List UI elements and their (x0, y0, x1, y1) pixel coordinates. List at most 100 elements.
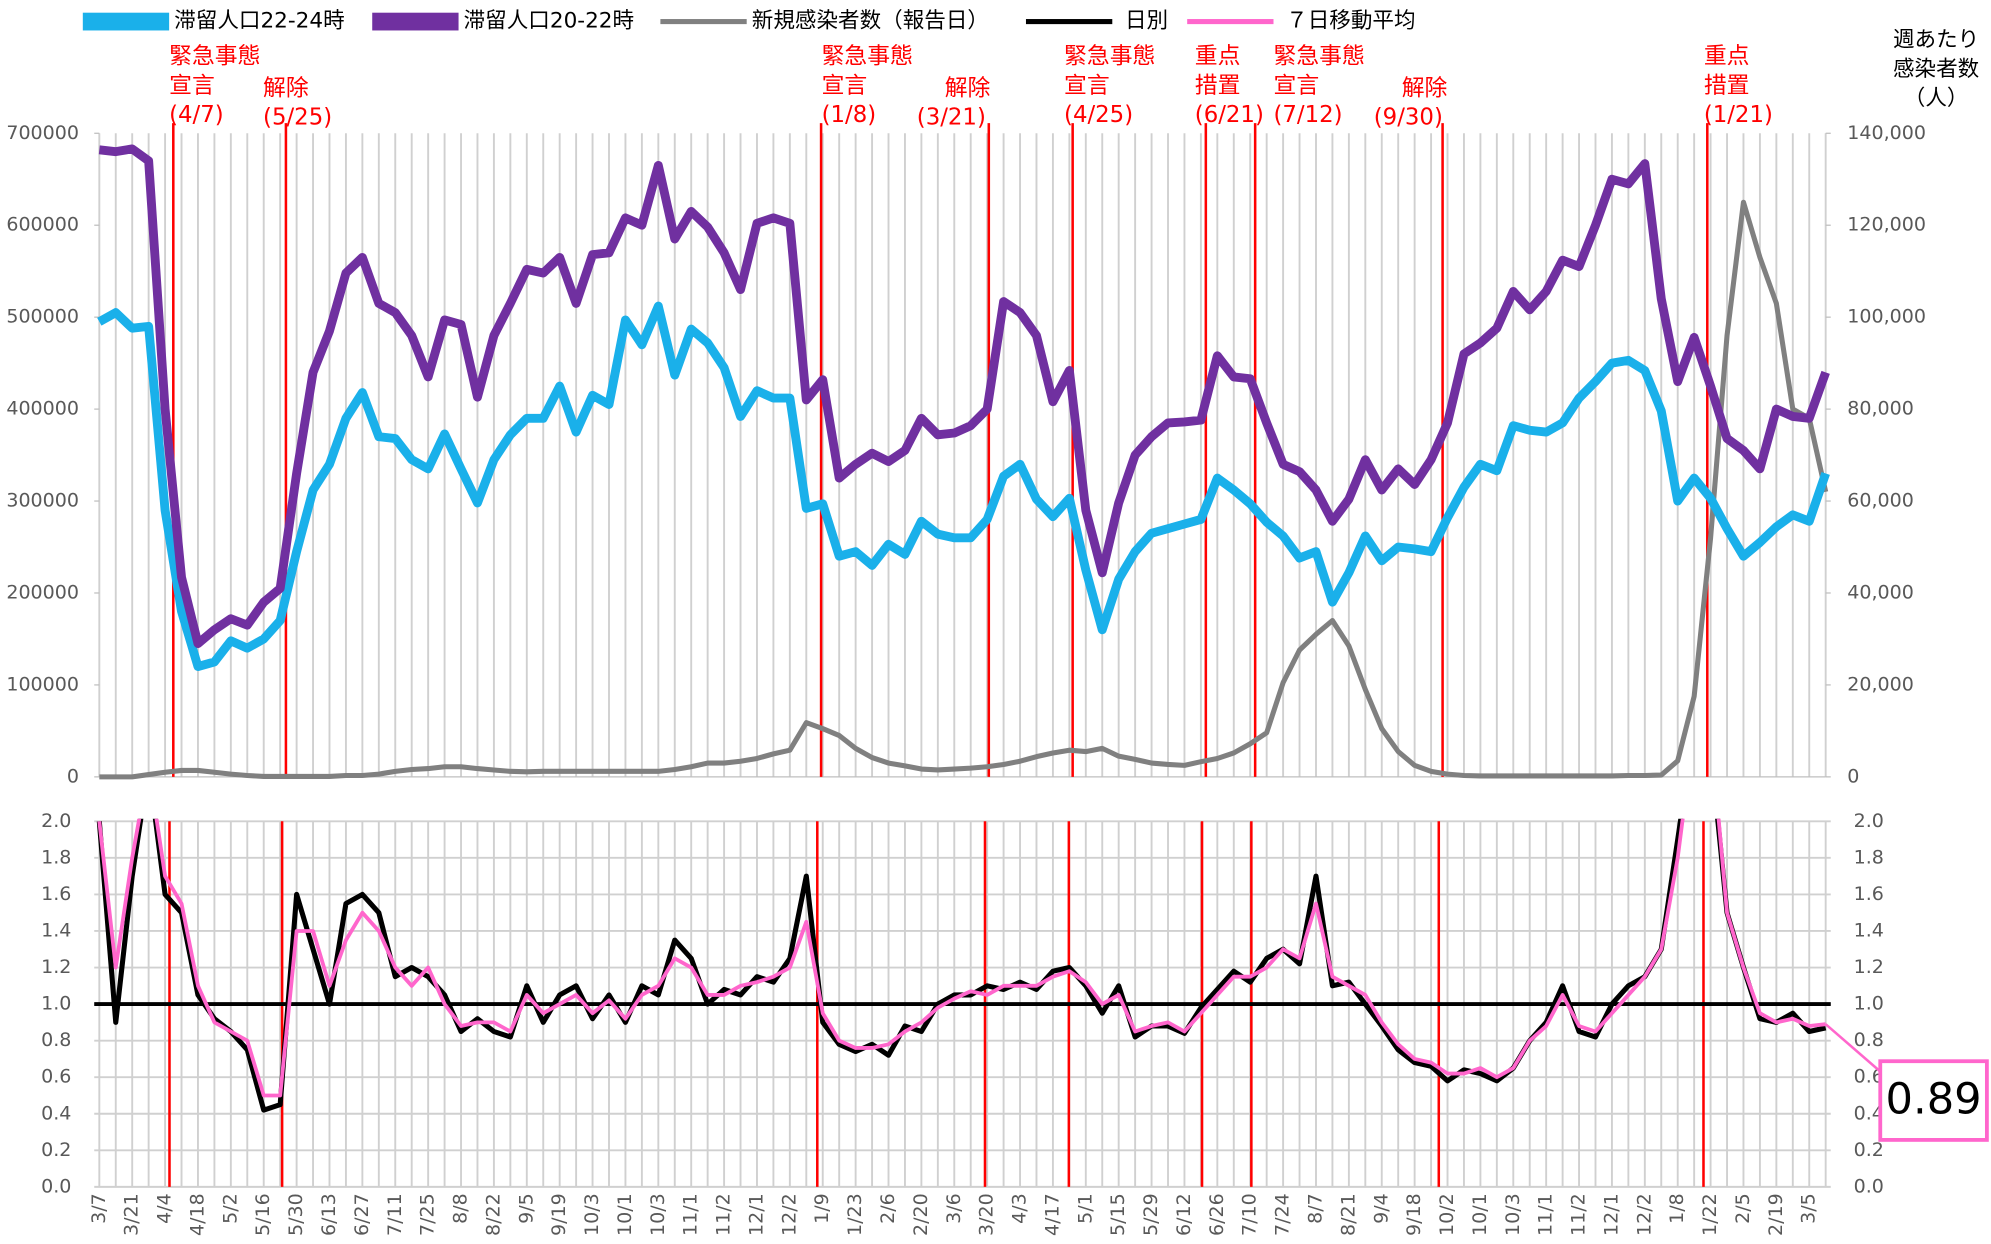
x-tick-label: 5/15 (1107, 1193, 1129, 1236)
x-tick-label: 5/2 (219, 1193, 241, 1224)
x-tick-label: 7/24 (1272, 1193, 1294, 1236)
x-tick-label: 12/1 (1600, 1193, 1622, 1236)
x-tick-label: 12/1 (745, 1193, 767, 1236)
annotation: 重点 (1195, 44, 1241, 70)
annotation: (4/7) (169, 102, 224, 128)
y2-tick-label: 80,000 (1847, 398, 1914, 420)
legend-label: 滞留人口22-24時 (174, 9, 344, 34)
x-tick-label: 4/18 (186, 1193, 208, 1236)
x-tick-label: 8/22 (482, 1193, 504, 1236)
y2-tick-label: 2.0 (1854, 810, 1884, 832)
series-line (98, 144, 1830, 648)
annotation: (1/21) (1704, 102, 1773, 128)
annotation: (9/30) (1374, 105, 1443, 131)
annotation: 解除 (1402, 75, 1448, 101)
x-tick-label: 4/4 (154, 1193, 176, 1224)
y-tick-label: 1.6 (41, 883, 71, 905)
annotation: 措置 (1195, 73, 1241, 99)
x-tick-label: 8/8 (450, 1193, 472, 1224)
x-tick-label: 7/25 (417, 1193, 439, 1236)
x-tick-label: 10/2 (1436, 1193, 1458, 1236)
y2-tick-label: 0 (1847, 765, 1859, 787)
x-tick-label: 1/8 (1666, 1193, 1688, 1224)
annotation: 緊急事態 (1064, 44, 1155, 70)
legend-swatch (660, 19, 747, 25)
annotation: (7/12) (1273, 102, 1342, 128)
legend-label: ７日移動平均 (1286, 9, 1415, 34)
x-tick-label: 4/3 (1009, 1193, 1031, 1224)
annotation: 措置 (1704, 73, 1750, 99)
legend-swatch (82, 12, 170, 31)
y2-tick-label: 120,000 (1847, 214, 1926, 236)
x-tick-label: 1/22 (1699, 1193, 1721, 1236)
annotation: 宣言 (1064, 73, 1110, 99)
y-tick-label: 0.0 (41, 1175, 71, 1197)
x-tick-label: 9/4 (1370, 1193, 1392, 1224)
series-line (97, 818, 1826, 1098)
y2-tick-label: 1.8 (1854, 846, 1884, 868)
y2-tick-label: 1.2 (1854, 956, 1884, 978)
y-tick-label: 0 (67, 765, 79, 787)
x-tick-label: 11/1 (1535, 1193, 1557, 1236)
callout-line (1824, 1023, 1883, 1074)
legend-swatch (1025, 19, 1113, 25)
y2-tick-label: 0.6 (1854, 1066, 1884, 1088)
x-tick-label: 10/3 (581, 1193, 603, 1236)
y2-tick-label: 0.4 (1854, 1102, 1884, 1124)
x-tick-label: 1/9 (811, 1193, 833, 1224)
y-tick-label: 0.4 (41, 1102, 71, 1124)
y-tick-label: 0.8 (41, 1029, 71, 1051)
x-tick-label: 3/21 (121, 1193, 143, 1236)
annotation: (1/8) (822, 102, 877, 128)
y-tick-label: 700000 (6, 122, 79, 144)
annotation: 解除 (263, 75, 309, 101)
x-tick-label: 10/1 (1469, 1193, 1491, 1236)
annotation: (4/25) (1064, 102, 1133, 128)
y-tick-label: 300000 (6, 490, 79, 512)
y2-tick-label: 100,000 (1847, 306, 1926, 328)
x-tick-label: 7/11 (384, 1193, 406, 1236)
annotation: 重点 (1704, 44, 1750, 70)
x-tick-label: 2/5 (1732, 1193, 1754, 1224)
x-tick-label: 3/7 (88, 1193, 110, 1224)
callout-label: 0.89 (1886, 1074, 1982, 1124)
y2-axis-title: （人） (1904, 86, 1969, 111)
annotation: 宣言 (169, 73, 215, 99)
y-tick-label: 100000 (6, 673, 79, 695)
legend-label: 日別 (1125, 9, 1168, 34)
x-tick-label: 11/1 (680, 1193, 702, 1236)
y-tick-label: 400000 (6, 398, 79, 420)
x-tick-label: 3/6 (943, 1193, 965, 1224)
y2-tick-label: 0.2 (1854, 1139, 1884, 1161)
x-tick-label: 4/17 (1041, 1193, 1063, 1236)
x-tick-label: 2/6 (877, 1193, 899, 1224)
legend-swatch (372, 12, 459, 31)
x-tick-label: 6/26 (1206, 1193, 1228, 1236)
y2-tick-label: 0.8 (1854, 1029, 1884, 1051)
x-tick-label: 11/2 (1568, 1193, 1590, 1236)
annotation: (5/25) (263, 105, 332, 131)
y2-axis-title: 感染者数 (1893, 57, 1979, 82)
y2-tick-label: 0.0 (1854, 1175, 1884, 1197)
x-tick-label: 9/18 (1403, 1193, 1425, 1236)
y-tick-label: 1.4 (41, 919, 71, 941)
annotation: 宣言 (822, 73, 868, 99)
x-tick-label: 2/19 (1765, 1193, 1787, 1236)
x-tick-label: 6/12 (1173, 1193, 1195, 1236)
x-tick-label: 8/7 (1304, 1193, 1326, 1224)
x-tick-label: 6/27 (351, 1193, 373, 1236)
y-tick-label: 500000 (6, 306, 79, 328)
y-tick-label: 0.2 (41, 1139, 71, 1161)
x-tick-label: 3/5 (1798, 1193, 1820, 1224)
annotation: 緊急事態 (169, 44, 260, 70)
annotation: 解除 (945, 75, 991, 101)
x-tick-label: 5/30 (285, 1193, 307, 1236)
annotation: (6/21) (1195, 102, 1264, 128)
series-line (99, 199, 1829, 780)
y2-tick-label: 1.4 (1854, 919, 1884, 941)
x-tick-label: 9/19 (548, 1193, 570, 1236)
y2-tick-label: 40,000 (1847, 581, 1914, 603)
x-tick-label: 10/1 (614, 1193, 636, 1236)
legend-label: 滞留人口20-22時 (464, 9, 634, 34)
annotation: 緊急事態 (1273, 44, 1364, 70)
